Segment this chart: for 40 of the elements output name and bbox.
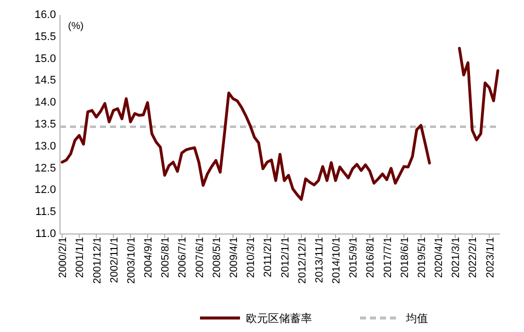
x-tick-label: 2008/5/1: [210, 236, 223, 278]
x-tick-label: 2016/8/1: [364, 236, 377, 278]
y-tick-label: 11.0: [35, 228, 56, 240]
y-tick-label: 12.0: [34, 184, 56, 196]
y-tick-label: 14.0: [34, 96, 56, 109]
x-tick-label: 2009/4/1: [228, 236, 240, 278]
x-tick-label: 2020/4/1: [433, 236, 446, 278]
y-tick-label: 13.5: [34, 118, 56, 130]
x-tick-label: 2023/1/1: [484, 236, 496, 278]
x-tick-label: 2021/3/1: [450, 236, 462, 278]
x-tick-label: 2013/11/1: [313, 236, 326, 283]
y-tick-label: 15.5: [34, 30, 56, 43]
y-tick-label: 14.5: [34, 74, 56, 87]
x-tick-label: 2014/10/1: [330, 236, 343, 284]
x-tick-label: 2006/7/1: [176, 236, 189, 278]
y-tick-label: 15.0: [34, 52, 56, 65]
x-tick-label: 2015/9/1: [348, 236, 360, 278]
x-tick-label: 2007/6/1: [194, 236, 206, 278]
x-tick-label: 2003/10/1: [125, 236, 138, 284]
x-tick-label: 2001/12/1: [91, 236, 104, 284]
x-tick-label: 2004/9/1: [142, 236, 155, 278]
legend-label: 均值: [405, 313, 428, 325]
y-tick-label: 11.5: [35, 206, 56, 218]
x-tick-label: 2005/8/1: [160, 236, 172, 278]
x-tick-label: 2012/12/1: [296, 236, 308, 284]
y-tick-label: 13.0: [34, 140, 56, 152]
y-tick-label: 16.0: [34, 9, 56, 21]
x-tick-label: 2011/2/1: [262, 236, 274, 278]
x-tick-label: 2018/6/1: [398, 236, 411, 278]
x-tick-label: 2019/5/1: [416, 236, 428, 278]
x-tick-label: 2001/1/1: [74, 236, 86, 278]
x-tick-label: 2012/1/1: [279, 236, 292, 278]
x-tick-label: 2000/2/1: [57, 236, 70, 278]
x-tick-label: 2002/11/1: [108, 236, 120, 283]
legend-label: 欧元区储蓄率: [246, 312, 312, 325]
y-tick-label: 12.5: [34, 162, 56, 174]
annotation: (%): [68, 21, 84, 32]
x-tick-label: 2022/2/1: [467, 236, 480, 278]
x-tick-label: 2010/3/1: [245, 236, 258, 278]
x-tick-label: 2017/7/1: [382, 236, 394, 278]
